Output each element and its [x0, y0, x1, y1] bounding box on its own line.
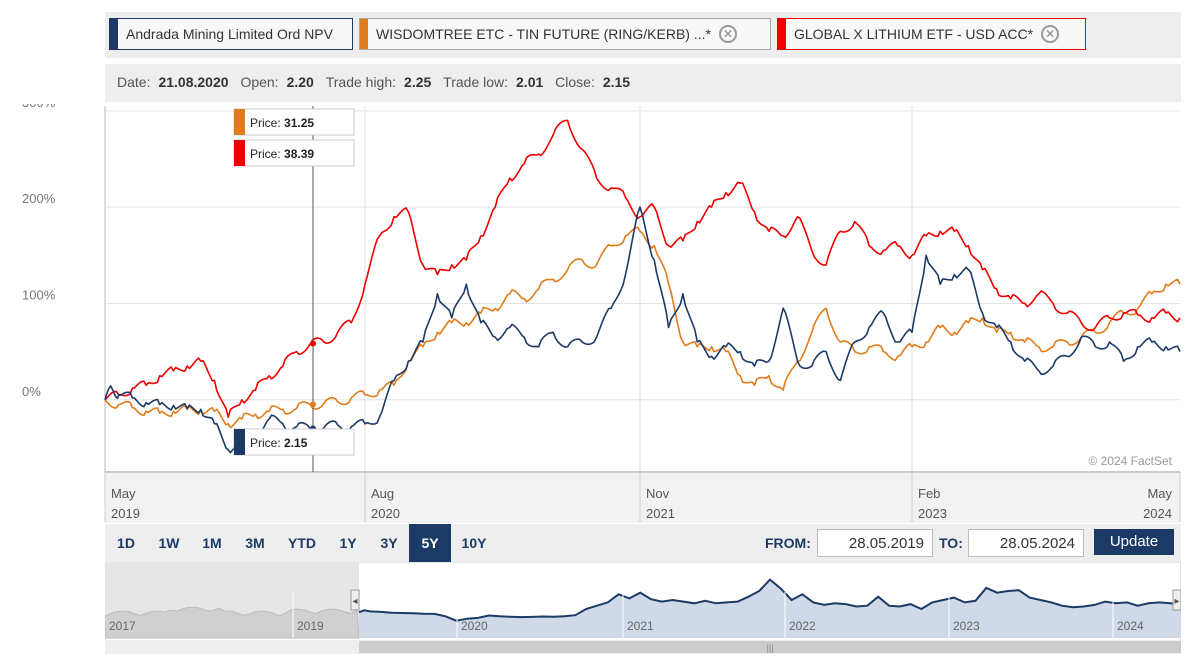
- y-tick-label: 0%: [22, 384, 41, 399]
- close-value: 2.15: [602, 74, 631, 90]
- y-tick-label: 100%: [22, 287, 56, 302]
- grip-icon[interactable]: |||: [766, 643, 773, 653]
- y-tick-label: 300%: [22, 104, 56, 110]
- range-button-1y[interactable]: 1Y: [339, 535, 357, 551]
- legend-label-andrada: Andrada Mining Limited Ord NPV: [126, 26, 333, 42]
- navigator-year-label: 2017: [109, 619, 136, 633]
- x-tick-month: Feb: [918, 486, 940, 501]
- x-tick-year: 2019: [111, 506, 140, 521]
- close-label: Close:: [555, 74, 595, 90]
- tooltip-label: Price: 2.15: [250, 436, 308, 450]
- range-button-1m[interactable]: 1M: [202, 535, 222, 551]
- to-label: TO:: [939, 535, 963, 551]
- x-tick-month: Nov: [646, 486, 670, 501]
- range-selector-bar: 1D 1W 1M 3M YTD 1Y 3Y 5Y 10Y FROM: TO: Update: [105, 524, 1181, 562]
- y-tick-label: 200%: [22, 191, 56, 206]
- range-button-ytd[interactable]: YTD: [288, 535, 316, 551]
- legend-label-tin: WISDOMTREE ETC - TIN FUTURE (RING/KERB) …: [376, 26, 711, 42]
- legend-swatch-lithium: [778, 19, 786, 49]
- tooltip-andrada: Price: 2.15: [233, 428, 355, 456]
- x-tick-month: May: [1147, 486, 1172, 501]
- series-line-lithium: [104, 119, 1181, 418]
- navigator-scrollbar-thumb[interactable]: [359, 641, 1181, 653]
- range-button-1d[interactable]: 1D: [117, 535, 135, 551]
- ohlc-info-bar: Date: 21.08.2020 Open: 2.20 Trade high: 2.2…: [105, 64, 1181, 102]
- low-value: 2.01: [516, 74, 544, 90]
- x-axis-band: [105, 473, 1180, 523]
- chevron-left-icon[interactable]: ◂: [352, 596, 357, 607]
- range-button-3y[interactable]: 3Y: [380, 535, 398, 551]
- date-label: Date:: [117, 74, 151, 90]
- legend-bar: Andrada Mining Limited Ord NPV WISDOMTRE…: [105, 12, 1181, 58]
- tooltip-box: [233, 108, 355, 136]
- tooltip-lithium: Price: 38.39: [233, 139, 355, 167]
- high-label: Trade high:: [325, 74, 397, 90]
- chevron-right-icon[interactable]: ▸: [1174, 596, 1179, 607]
- tooltip-label: Price: 38.39: [250, 147, 314, 161]
- navigator-left-handle[interactable]: [350, 589, 360, 611]
- tooltip-swatch: [234, 109, 245, 135]
- tooltip-swatch: [234, 140, 245, 166]
- navigator-selected-area: [359, 579, 1181, 638]
- x-tick-year: 2024: [1143, 506, 1172, 521]
- tooltip-box: [233, 139, 355, 167]
- tooltip-label: Price: 31.25: [250, 116, 314, 130]
- from-label: FROM:: [765, 535, 811, 551]
- legend-item-lithium[interactable]: GLOBAL X LITHIUM ETF - USD ACC* ✕: [777, 18, 1086, 50]
- legend-item-andrada[interactable]: Andrada Mining Limited Ord NPV: [109, 18, 353, 50]
- tooltip-swatch: [234, 429, 245, 455]
- navigator-year-label: 2020: [461, 619, 488, 633]
- navigator-year-label: 2023: [953, 619, 980, 633]
- navigator-right-handle[interactable]: [1172, 589, 1181, 611]
- navigator-year-label: 2019: [297, 619, 324, 633]
- legend-swatch-tin: [360, 19, 368, 49]
- legend-item-tin[interactable]: WISDOMTREE ETC - TIN FUTURE (RING/KERB) …: [359, 18, 771, 50]
- tooltip-value: 31.25: [284, 116, 314, 130]
- copyright-text: © 2024 FactSet: [1088, 454, 1172, 468]
- date-value: 21.08.2020: [158, 74, 229, 90]
- price-chart[interactable]: 0% 100% 200% 300% May 2019 Aug 2020 Nov 2021 Feb 2…: [0, 104, 1196, 524]
- range-button-5y[interactable]: 5Y: [409, 524, 451, 562]
- close-icon[interactable]: ✕: [718, 25, 737, 43]
- x-tick-month: Aug: [371, 486, 394, 501]
- navigator-year-label: 2021: [627, 619, 654, 633]
- navigator-year-label: 2022: [789, 619, 816, 633]
- range-button-1w[interactable]: 1W: [158, 535, 180, 551]
- crosshair-marker: [310, 401, 316, 408]
- chart-series: [104, 119, 1181, 454]
- to-date-input[interactable]: [968, 529, 1084, 557]
- legend-swatch-andrada: [110, 19, 118, 49]
- navigator-selected-line: [358, 578, 1181, 622]
- navigator-history-area: [105, 606, 360, 639]
- x-tick-year: 2020: [371, 506, 400, 521]
- timeline-navigator[interactable]: 2017 2019 2020 2021 2022 2023 2024 ◂ ▸ |||: [105, 562, 1181, 654]
- close-icon[interactable]: ✕: [1041, 25, 1060, 43]
- price-tooltips: Price: 31.25 Price: 38.39 Price: 2.15: [233, 108, 355, 456]
- x-tick-year: 2021: [646, 506, 675, 521]
- high-value: 2.25: [404, 74, 432, 90]
- x-axis: May 2019 Aug 2020 Nov 2021 Feb 2023 May 2024: [104, 472, 1181, 523]
- series-line-andrada: [104, 206, 1181, 454]
- low-label: Trade low:: [443, 74, 509, 90]
- from-date-input[interactable]: [817, 529, 933, 557]
- crosshair-marker: [310, 340, 316, 347]
- range-button-10y[interactable]: 10Y: [461, 535, 487, 551]
- crosshair: [310, 106, 316, 472]
- navigator-year-labels: 2017 2019 2020 2021 2022 2023 2024: [109, 592, 1144, 638]
- open-value: 2.20: [286, 74, 314, 90]
- open-label: Open:: [240, 74, 279, 90]
- range-button-3m[interactable]: 3M: [245, 535, 265, 551]
- x-tick-month: May: [111, 486, 136, 501]
- y-axis: 0% 100% 200% 300%: [22, 104, 56, 399]
- legend-label-lithium: GLOBAL X LITHIUM ETF - USD ACC*: [794, 26, 1034, 42]
- tooltip-value: 38.39: [284, 147, 314, 161]
- tooltip-tin: Price: 31.25: [233, 108, 355, 136]
- x-tick-year: 2023: [918, 506, 947, 521]
- update-button[interactable]: Update: [1094, 529, 1174, 555]
- tooltip-value: 2.15: [284, 436, 308, 450]
- navigator-year-label: 2024: [1117, 619, 1144, 633]
